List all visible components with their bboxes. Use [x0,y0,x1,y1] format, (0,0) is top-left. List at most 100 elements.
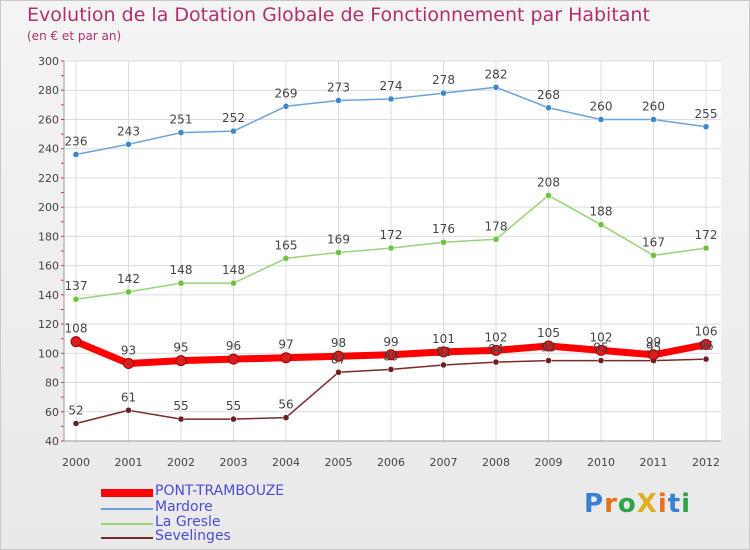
data-point-sevelinges [440,361,447,369]
data-point-sevelinges [72,420,80,427]
x-tick-label: 2003 [220,456,248,469]
logo-letter: X [636,489,658,519]
data-point-pont-trambouze [175,355,187,367]
data-point-sevelinges [597,357,605,364]
data-label-mardore: 268 [537,88,560,102]
y-tick-label: 240 [38,143,59,156]
logo-letter: o [617,489,637,519]
data-point-pont-trambouze [490,344,502,356]
data-label-sevelinges: 89 [383,349,398,363]
y-tick-label: 300 [38,55,59,68]
y-tick-label: 120 [38,318,59,331]
x-tick-label: 2002 [167,456,195,469]
data-point-mardore [492,84,500,91]
data-point-mardore [597,116,605,123]
data-label-pont-trambouze: 102 [590,330,613,344]
data-point-mardore [702,123,710,131]
y-tick-label: 160 [38,260,59,273]
data-label-la-gresle: 148 [170,263,193,277]
data-point-sevelinges [545,357,552,364]
data-label-mardore: 243 [117,124,140,138]
data-label-mardore: 260 [590,99,613,113]
data-point-pont-trambouze [333,350,344,362]
logo-letter: t [667,489,682,519]
data-label-la-gresle: 142 [117,272,140,286]
legend-label: Sevelinges [155,528,231,544]
data-point-sevelinges [702,355,710,363]
y-tick-label: 40 [45,435,59,448]
data-point-sevelinges [177,415,185,423]
data-point-la-gresle [230,279,237,287]
y-tick-label: 60 [45,406,59,419]
data-label-mardore: 260 [642,99,665,113]
data-label-mardore: 236 [65,135,88,149]
data-label-pont-trambouze: 101 [432,332,455,346]
data-label-pont-trambouze: 108 [65,322,88,336]
data-point-sevelinges [282,414,290,421]
data-point-mardore [230,127,237,135]
data-label-sevelinges: 87 [331,352,346,366]
data-point-la-gresle [650,252,657,259]
data-point-pont-trambouze [228,353,239,365]
data-label-pont-trambouze: 95 [173,341,188,355]
data-label-la-gresle: 137 [65,279,88,293]
x-tick-label: 2008 [482,456,510,469]
data-label-sevelinges: 95 [541,341,556,355]
data-label-sevelinges: 61 [121,390,136,404]
data-label-sevelinges: 96 [698,339,713,353]
logo-letter: r [604,489,618,519]
x-tick-label: 2001 [115,456,143,469]
data-label-la-gresle: 188 [590,205,613,219]
data-point-mardore [650,116,657,123]
data-point-sevelinges [230,415,237,423]
data-label-sevelinges: 95 [646,341,661,355]
chart-title: Evolution de la Dotation Globale de Fonc… [27,4,650,26]
data-point-pont-trambouze [438,346,449,358]
data-point-sevelinges [387,366,395,373]
y-tick-label: 200 [38,201,59,214]
data-point-mardore [387,95,395,103]
x-tick-label: 2011 [640,456,668,469]
data-point-pont-trambouze [648,349,659,361]
data-label-pont-trambouze: 99 [383,335,398,349]
data-point-pont-trambouze [70,336,82,348]
logo-letter: i [657,489,668,519]
data-label-sevelinges: 94 [488,342,503,356]
data-label-sevelinges: 55 [226,399,241,413]
data-label-la-gresle: 208 [537,175,560,189]
data-point-la-gresle [545,192,552,199]
data-point-la-gresle [282,255,290,262]
data-label-sevelinges: 56 [278,398,293,412]
x-tick-label: 2006 [377,456,405,469]
proxiti-logo: ProXiti [584,489,691,519]
data-point-pont-trambouze [280,352,292,364]
legend-swatch-sevelinges [101,537,153,539]
data-label-la-gresle: 165 [275,238,298,252]
data-point-la-gresle [72,295,80,303]
data-label-pont-trambouze: 96 [226,339,241,353]
data-label-la-gresle: 172 [695,228,718,242]
data-label-la-gresle: 169 [327,232,350,246]
data-label-la-gresle: 167 [642,235,665,249]
data-point-la-gresle [335,249,342,256]
data-label-la-gresle: 172 [380,228,403,242]
data-label-pont-trambouze: 98 [331,336,346,350]
data-label-pont-trambouze: 97 [278,338,293,352]
logo-letter: P [584,489,605,519]
y-tick-label: 220 [38,172,59,185]
data-point-la-gresle [125,288,132,296]
data-point-la-gresle [177,279,185,287]
data-point-mardore [335,97,342,104]
data-label-mardore: 278 [432,73,455,87]
data-point-pont-trambouze [385,349,397,361]
plot-area [64,61,721,441]
data-point-la-gresle [440,238,447,246]
chart-subtitle: (en € et par an) [27,29,122,43]
y-tick-label: 280 [38,84,59,97]
data-label-sevelinges: 52 [68,403,83,417]
data-point-mardore [282,103,290,110]
data-label-sevelinges: 92 [436,345,451,359]
data-label-la-gresle: 178 [485,219,508,233]
